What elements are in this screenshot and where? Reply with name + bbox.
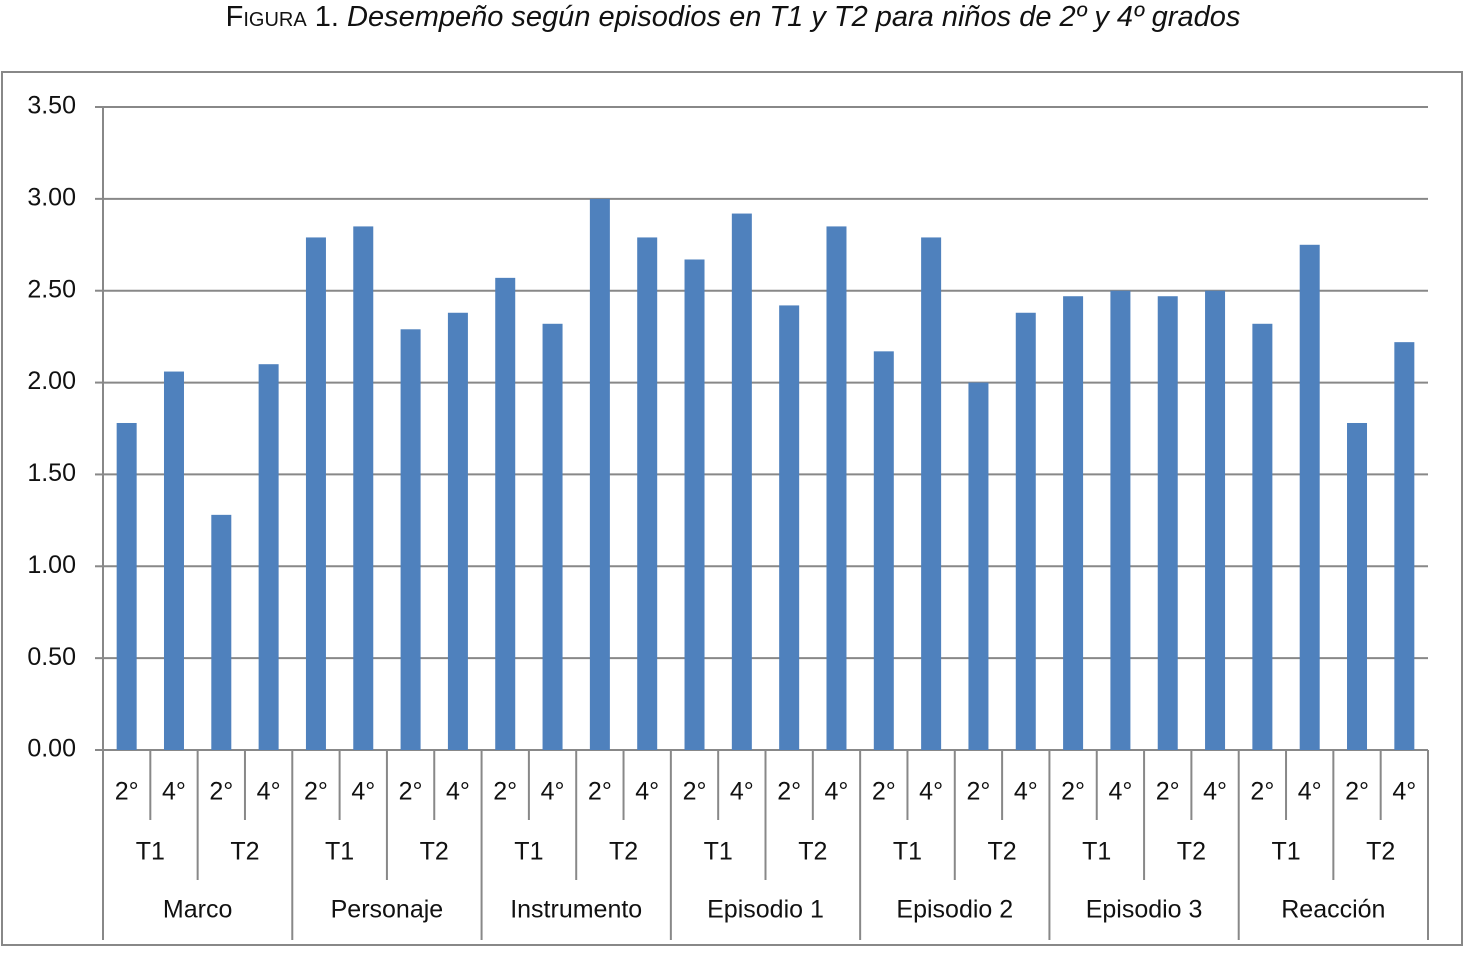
time-label: T1 bbox=[514, 838, 543, 866]
time-label: T1 bbox=[1082, 838, 1111, 866]
time-label: T2 bbox=[798, 838, 827, 866]
bar bbox=[731, 213, 752, 750]
time-label: T1 bbox=[325, 838, 354, 866]
bar bbox=[1299, 244, 1320, 751]
y-tick-label: 3.00 bbox=[27, 183, 76, 211]
bar bbox=[968, 382, 989, 750]
time-label: T1 bbox=[704, 838, 733, 866]
x-tick-label: 2° bbox=[872, 778, 896, 806]
x-tick-label: 2° bbox=[1061, 778, 1085, 806]
x-tick-label: 2° bbox=[1250, 778, 1274, 806]
bar bbox=[1015, 312, 1036, 750]
bar bbox=[779, 305, 800, 750]
y-tick-label: 1.00 bbox=[27, 551, 76, 579]
bar bbox=[305, 237, 326, 751]
x-tick-label: 4° bbox=[919, 778, 943, 806]
bar bbox=[1157, 296, 1178, 750]
x-tick-label: 4° bbox=[162, 778, 186, 806]
x-tick-label: 4° bbox=[1203, 778, 1227, 806]
figure-label: Figura 1. bbox=[226, 1, 339, 33]
time-label: T1 bbox=[136, 838, 165, 866]
bar bbox=[163, 371, 184, 750]
y-tick-label: 2.50 bbox=[27, 275, 76, 303]
group-label: Episodio 2 bbox=[896, 896, 1013, 924]
bar bbox=[684, 259, 705, 750]
bar bbox=[826, 226, 847, 750]
x-tick-label: 4° bbox=[635, 778, 659, 806]
x-tick-label: 2° bbox=[1156, 778, 1180, 806]
x-tick-label: 4° bbox=[730, 778, 754, 806]
group-label: Personaje bbox=[331, 896, 444, 924]
x-tick-label: 2° bbox=[588, 778, 612, 806]
bar bbox=[589, 198, 610, 750]
bar bbox=[1063, 296, 1084, 750]
x-tick-label: 2° bbox=[304, 778, 328, 806]
x-tick-label: 4° bbox=[1298, 778, 1322, 806]
x-tick-label: 2° bbox=[1345, 778, 1369, 806]
bar bbox=[447, 312, 468, 750]
x-tick-label: 2° bbox=[493, 778, 517, 806]
x-tick-label: 2° bbox=[115, 778, 139, 806]
chart-heading: Figura 1. Desempeño según episodios en T… bbox=[226, 1, 1241, 33]
y-tick-label: 3.50 bbox=[27, 92, 76, 120]
bar bbox=[1205, 290, 1226, 750]
x-tick-label: 2° bbox=[966, 778, 990, 806]
bar bbox=[1347, 422, 1368, 750]
y-tick-label: 0.00 bbox=[27, 735, 76, 763]
time-label: T2 bbox=[420, 838, 449, 866]
bar bbox=[258, 364, 279, 750]
x-tick-label: 2° bbox=[399, 778, 423, 806]
bar bbox=[353, 226, 374, 750]
group-label: Episodio 1 bbox=[707, 896, 824, 924]
x-tick-label: 4° bbox=[1108, 778, 1132, 806]
y-tick-label: 0.50 bbox=[27, 643, 76, 671]
time-label: T2 bbox=[988, 838, 1017, 866]
y-tick-label: 1.50 bbox=[27, 459, 76, 487]
group-label: Reacción bbox=[1281, 896, 1385, 924]
time-label: T2 bbox=[1177, 838, 1206, 866]
bar bbox=[637, 237, 658, 751]
x-tick-label: 4° bbox=[351, 778, 375, 806]
chart-title: Desempeño según episodios en T1 y T2 par… bbox=[347, 1, 1240, 33]
chart-frame bbox=[1, 71, 1463, 946]
x-tick-label: 4° bbox=[257, 778, 281, 806]
time-label: T1 bbox=[1271, 838, 1300, 866]
x-tick-label: 4° bbox=[1392, 778, 1416, 806]
x-tick-label: 4° bbox=[1014, 778, 1038, 806]
bar bbox=[873, 351, 894, 750]
x-tick-label: 2° bbox=[683, 778, 707, 806]
x-tick-label: 4° bbox=[825, 778, 849, 806]
bar bbox=[542, 323, 563, 750]
time-label: T2 bbox=[609, 838, 638, 866]
bar bbox=[1394, 342, 1415, 750]
x-tick-label: 4° bbox=[446, 778, 470, 806]
bar bbox=[1252, 323, 1273, 750]
y-tick-label: 2.00 bbox=[27, 367, 76, 395]
bar bbox=[211, 514, 232, 750]
time-label: T2 bbox=[1366, 838, 1395, 866]
group-label: Marco bbox=[163, 896, 232, 924]
bar bbox=[116, 422, 137, 750]
time-label: T1 bbox=[893, 838, 922, 866]
time-label: T2 bbox=[230, 838, 259, 866]
bar bbox=[1110, 290, 1131, 750]
bar bbox=[495, 277, 516, 750]
x-tick-label: 2° bbox=[209, 778, 233, 806]
bar bbox=[400, 329, 421, 750]
bar bbox=[921, 237, 942, 751]
group-label: Instrumento bbox=[510, 896, 642, 924]
x-tick-label: 4° bbox=[541, 778, 565, 806]
group-label: Episodio 3 bbox=[1086, 896, 1203, 924]
x-tick-label: 2° bbox=[777, 778, 801, 806]
